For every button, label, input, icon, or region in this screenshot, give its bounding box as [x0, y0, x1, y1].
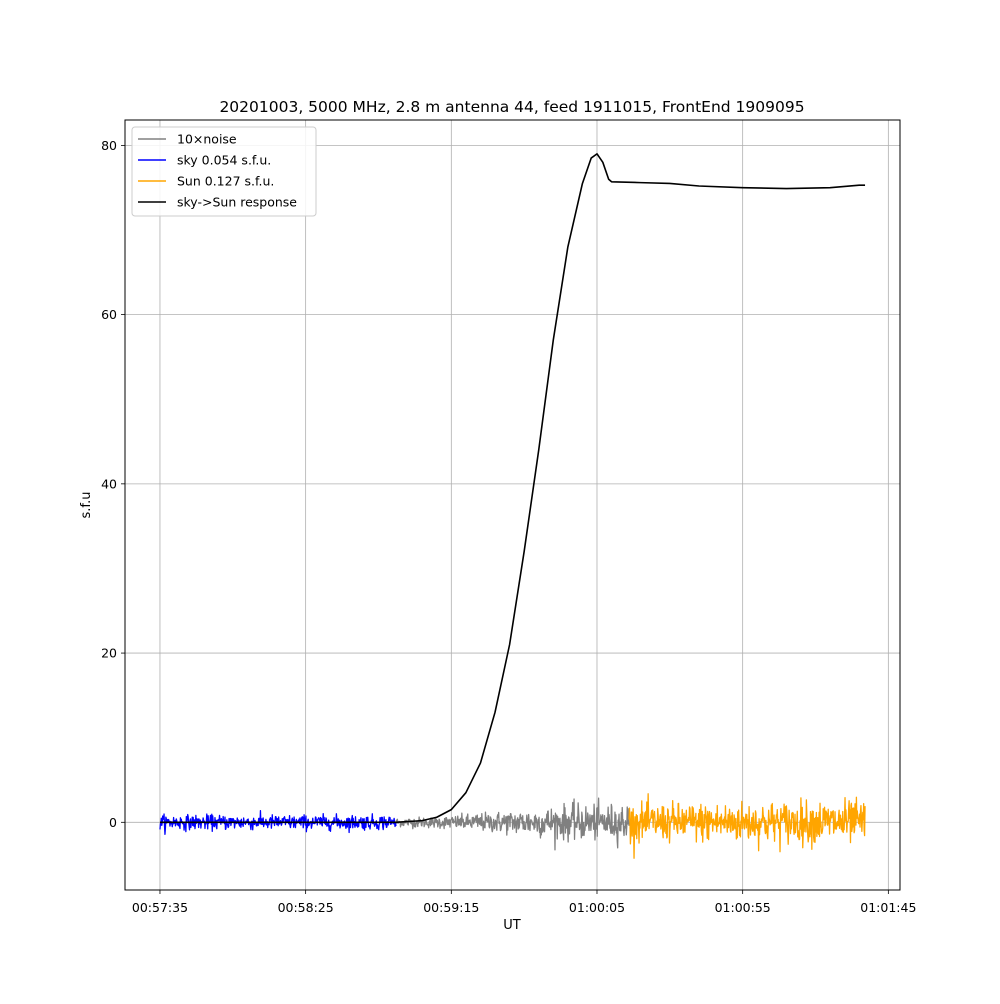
legend-label: sky->Sun response — [177, 195, 297, 210]
legend-label: sky 0.054 s.f.u. — [177, 153, 271, 168]
series-line-2 — [628, 793, 866, 859]
grid — [125, 120, 900, 890]
legend: 10×noise sky 0.054 s.f.u. Sun 0.127 s.f.u.… — [131, 126, 317, 217]
legend-box — [131, 126, 317, 217]
x-tick-label: 01:00:05 — [569, 900, 625, 915]
y-tick-label: 0 — [109, 815, 117, 830]
y-axis-label: s.f.u — [79, 492, 94, 519]
x-tick-label: 01:01:45 — [860, 900, 916, 915]
series-line-3 — [159, 153, 866, 824]
y-tick-label: 20 — [101, 646, 117, 661]
x-tick-label: 01:00:55 — [715, 900, 771, 915]
x-axis-label: UT — [503, 918, 521, 933]
axis-ticks: 00:57:35 00:58:25 00:59:15 01:00:05 01:00:55… — [101, 138, 916, 915]
series-line-0 — [395, 797, 630, 851]
series-line-1 — [159, 810, 397, 836]
y-tick-label: 80 — [101, 138, 117, 153]
plot-area — [159, 153, 866, 859]
y-tick-label: 40 — [101, 476, 117, 491]
x-tick-label: 00:58:25 — [278, 900, 334, 915]
axes-frame — [124, 119, 901, 891]
x-tick-label: 00:59:15 — [423, 900, 479, 915]
legend-label: Sun 0.127 s.f.u. — [177, 174, 274, 189]
y-tick-label: 60 — [101, 307, 117, 322]
legend-label: 10×noise — [177, 132, 237, 147]
x-tick-label: 00:57:35 — [132, 900, 188, 915]
chart-title: 20201003, 5000 MHz, 2.8 m antenna 44, fe… — [219, 98, 804, 116]
